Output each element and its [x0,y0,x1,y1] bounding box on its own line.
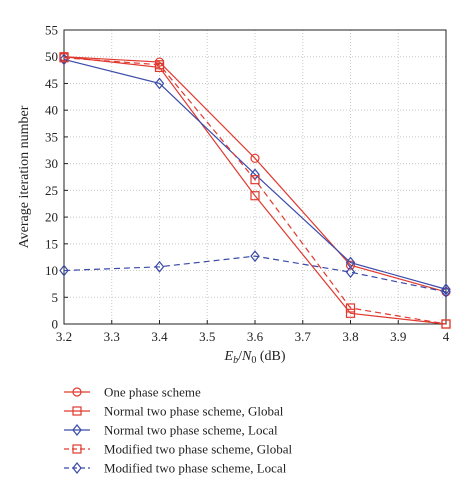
y-tick-label: 15 [45,236,58,251]
y-tick-label: 50 [45,49,58,64]
x-axis-label-unit: (dB) [256,349,286,364]
legend-label: One phase scheme [104,385,201,400]
y-tick-label: 10 [45,263,58,278]
axis-ticks: 3.2 3.3 3.4 3.5 3.6 3.7 3.8 3.9 4051015202530354… [45,23,450,345]
series-2-point [345,308,356,318]
legend-label: Normal two phase scheme, Local [104,423,278,438]
series-5-point [59,264,69,277]
x-tick-label: 3.6 [247,329,264,344]
legend-label: Normal two phase scheme, Global [104,404,284,419]
y-axis-label: Average iteration number [17,105,32,248]
x-axis-label-sub-0: 0 [251,355,256,366]
series-4-point [250,175,260,185]
series-5 [59,250,451,298]
legend: One phase scheme Normal two phase scheme,… [64,385,292,476]
series-lines [59,52,451,329]
series-4-point [345,303,356,313]
legend-label: Modified two phase scheme, Local [104,461,287,476]
series-3-point [154,77,165,90]
series-2-point [250,191,260,201]
y-tick-label: 5 [52,290,59,305]
series-2-line [63,56,447,325]
x-axis-label-n: N [241,349,252,364]
series-5-point [441,285,451,298]
series-1-point [345,260,356,270]
x-axis-label-sub-b: b [233,355,238,366]
series-4-point [441,319,451,329]
x-tick-label: 3.8 [342,329,358,344]
series-4-point [59,53,69,63]
legend-entry-4: Modified two phase scheme, Global [64,442,292,457]
series-4 [59,53,451,329]
x-axis-label-e: E [224,349,234,364]
y-tick-label: 35 [45,129,58,144]
x-tick-label: 3.9 [390,329,406,344]
y-tick-label: 30 [45,156,58,171]
x-tick-label: 3.4 [151,329,168,344]
x-axis-label-slash: / [238,349,242,364]
legend-entry-5: Modified two phase scheme, Local [64,461,287,476]
x-tick-label: 3.3 [104,329,120,344]
y-tick-label: 40 [45,103,58,118]
legend-swatch-marker [72,406,82,416]
legend-swatch-marker [72,424,82,436]
series-3-point [441,283,451,296]
series-3-line [63,58,447,290]
series-1-line [63,56,447,293]
legend-entry-1: One phase scheme [64,385,201,400]
series-5-line [63,255,447,293]
legend-swatch-marker [72,444,82,454]
x-tick-label: 3.7 [295,329,312,344]
x-tick-label: 4 [443,329,450,344]
x-axis-label: Eb/N0 (dB) [224,349,286,366]
legend-entry-2: Normal two phase scheme, Global [64,404,284,419]
y-tick-label: 20 [45,210,58,225]
legend-entry-3: Normal two phase scheme, Local [64,423,278,438]
legend-swatch-marker [72,462,82,474]
series-5-point [250,250,260,263]
y-tick-label: 0 [52,317,59,332]
series-4-line [63,57,447,325]
x-tick-label: 3.2 [56,329,72,344]
series-1-point [250,153,260,163]
legend-label: Modified two phase scheme, Global [104,442,292,457]
y-tick-label: 25 [45,183,58,198]
y-tick-label: 45 [45,76,58,91]
series-5-point [154,260,165,273]
x-tick-label: 3.5 [199,329,215,344]
series-4-point [154,60,165,70]
legend-swatch-marker [72,387,82,397]
y-tick-label: 55 [45,23,58,38]
series-5-point [345,266,356,279]
